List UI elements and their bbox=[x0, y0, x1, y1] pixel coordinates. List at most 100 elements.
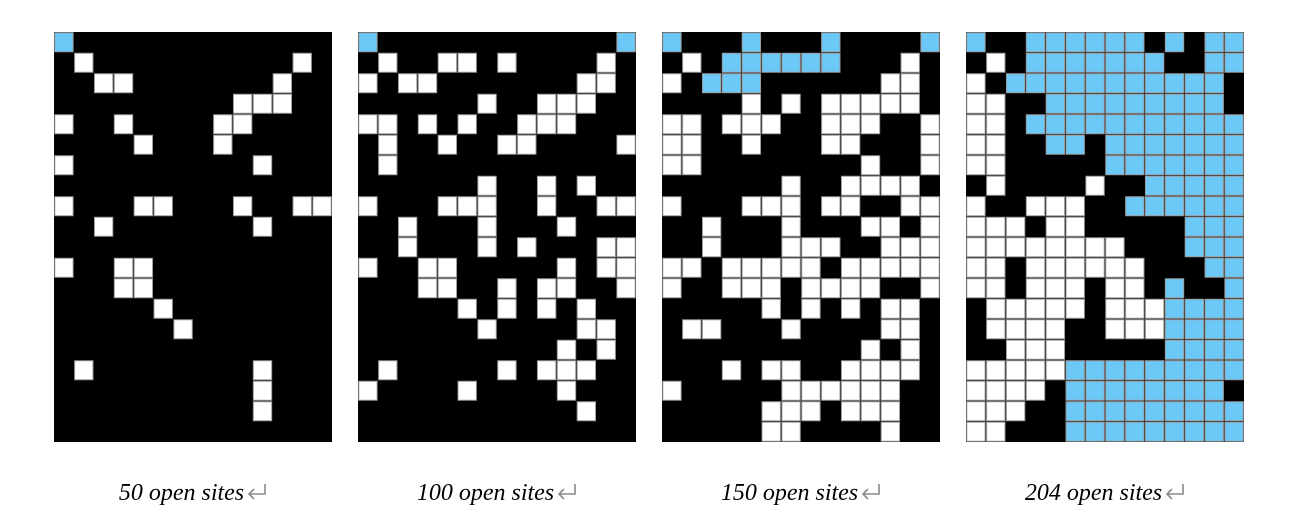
open-site bbox=[1125, 298, 1145, 319]
open-site bbox=[761, 401, 781, 422]
full-site bbox=[1224, 134, 1244, 155]
open-site bbox=[252, 216, 273, 237]
open-site bbox=[93, 73, 114, 94]
open-site bbox=[556, 339, 577, 360]
full-site bbox=[1224, 278, 1244, 299]
open-site bbox=[761, 196, 781, 217]
open-site bbox=[497, 360, 517, 381]
full-site bbox=[1164, 319, 1185, 340]
full-site bbox=[1224, 421, 1244, 442]
open-site bbox=[556, 216, 577, 237]
open-site bbox=[1025, 319, 1046, 340]
open-site bbox=[358, 114, 378, 135]
open-site bbox=[536, 360, 557, 381]
open-site bbox=[54, 257, 74, 278]
full-site bbox=[1105, 360, 1125, 381]
open-site bbox=[741, 196, 762, 217]
full-site bbox=[781, 52, 801, 73]
return-arrow-icon bbox=[558, 484, 576, 500]
open-site bbox=[596, 73, 616, 94]
open-site bbox=[1045, 196, 1066, 217]
open-site bbox=[1085, 175, 1105, 196]
open-site bbox=[966, 380, 986, 401]
full-site bbox=[1224, 319, 1244, 340]
open-site bbox=[477, 196, 497, 217]
full-site bbox=[1025, 52, 1046, 73]
full-site bbox=[1224, 114, 1244, 135]
open-site bbox=[1105, 278, 1125, 299]
open-site bbox=[880, 73, 901, 94]
full-site bbox=[1105, 52, 1125, 73]
open-site bbox=[1005, 339, 1026, 360]
full-site bbox=[1065, 360, 1085, 381]
grid-background bbox=[54, 32, 332, 442]
full-site bbox=[1085, 360, 1105, 381]
open-site bbox=[1065, 298, 1085, 319]
open-site bbox=[616, 134, 636, 155]
open-site bbox=[721, 257, 742, 278]
open-site bbox=[966, 155, 986, 176]
open-site bbox=[437, 278, 458, 299]
full-site bbox=[358, 32, 378, 53]
full-site bbox=[1224, 32, 1244, 53]
open-site bbox=[880, 237, 901, 258]
open-site bbox=[1065, 216, 1085, 237]
open-site bbox=[920, 257, 940, 278]
full-site bbox=[1144, 155, 1165, 176]
open-site bbox=[840, 93, 861, 114]
full-site bbox=[1144, 380, 1165, 401]
open-site bbox=[662, 196, 682, 217]
panel-204: 204 open sites bbox=[966, 0, 1246, 521]
open-site bbox=[821, 237, 841, 258]
open-site bbox=[397, 237, 418, 258]
open-site bbox=[556, 93, 577, 114]
open-site bbox=[880, 216, 901, 237]
open-site bbox=[457, 196, 477, 217]
open-site bbox=[1025, 380, 1046, 401]
caption-text: 204 open sites bbox=[1024, 480, 1163, 506]
full-site bbox=[1204, 134, 1224, 155]
full-site bbox=[1125, 380, 1145, 401]
full-site bbox=[1065, 114, 1085, 135]
full-site bbox=[1204, 114, 1224, 135]
open-site bbox=[437, 52, 458, 73]
caption: 100 open sites bbox=[358, 480, 638, 507]
open-site bbox=[840, 360, 861, 381]
full-site bbox=[1164, 421, 1185, 442]
open-site bbox=[682, 319, 702, 340]
open-site bbox=[576, 360, 597, 381]
open-site bbox=[986, 175, 1006, 196]
open-site bbox=[662, 155, 682, 176]
open-site bbox=[1005, 360, 1026, 381]
open-site bbox=[741, 134, 762, 155]
open-site bbox=[880, 298, 901, 319]
open-site bbox=[1025, 278, 1046, 299]
open-site bbox=[986, 216, 1006, 237]
open-site bbox=[536, 298, 557, 319]
full-site bbox=[1045, 114, 1066, 135]
open-site bbox=[517, 237, 537, 258]
open-site bbox=[781, 401, 801, 422]
percolation-grid bbox=[662, 32, 940, 442]
open-site bbox=[986, 401, 1006, 422]
open-site bbox=[662, 114, 682, 135]
open-site bbox=[378, 134, 398, 155]
open-site bbox=[616, 278, 636, 299]
full-site bbox=[966, 32, 986, 53]
full-site bbox=[1204, 93, 1224, 114]
full-site bbox=[1144, 175, 1165, 196]
open-site bbox=[900, 360, 920, 381]
open-site bbox=[596, 319, 616, 340]
full-site bbox=[1184, 380, 1205, 401]
open-site bbox=[860, 93, 881, 114]
open-site bbox=[1025, 298, 1046, 319]
full-site bbox=[1204, 196, 1224, 217]
open-site bbox=[900, 339, 920, 360]
full-site bbox=[1224, 257, 1244, 278]
open-site bbox=[860, 339, 881, 360]
full-site bbox=[1105, 93, 1125, 114]
open-site bbox=[781, 421, 801, 442]
open-site bbox=[900, 298, 920, 319]
open-site bbox=[781, 360, 801, 381]
full-site bbox=[1204, 319, 1224, 340]
